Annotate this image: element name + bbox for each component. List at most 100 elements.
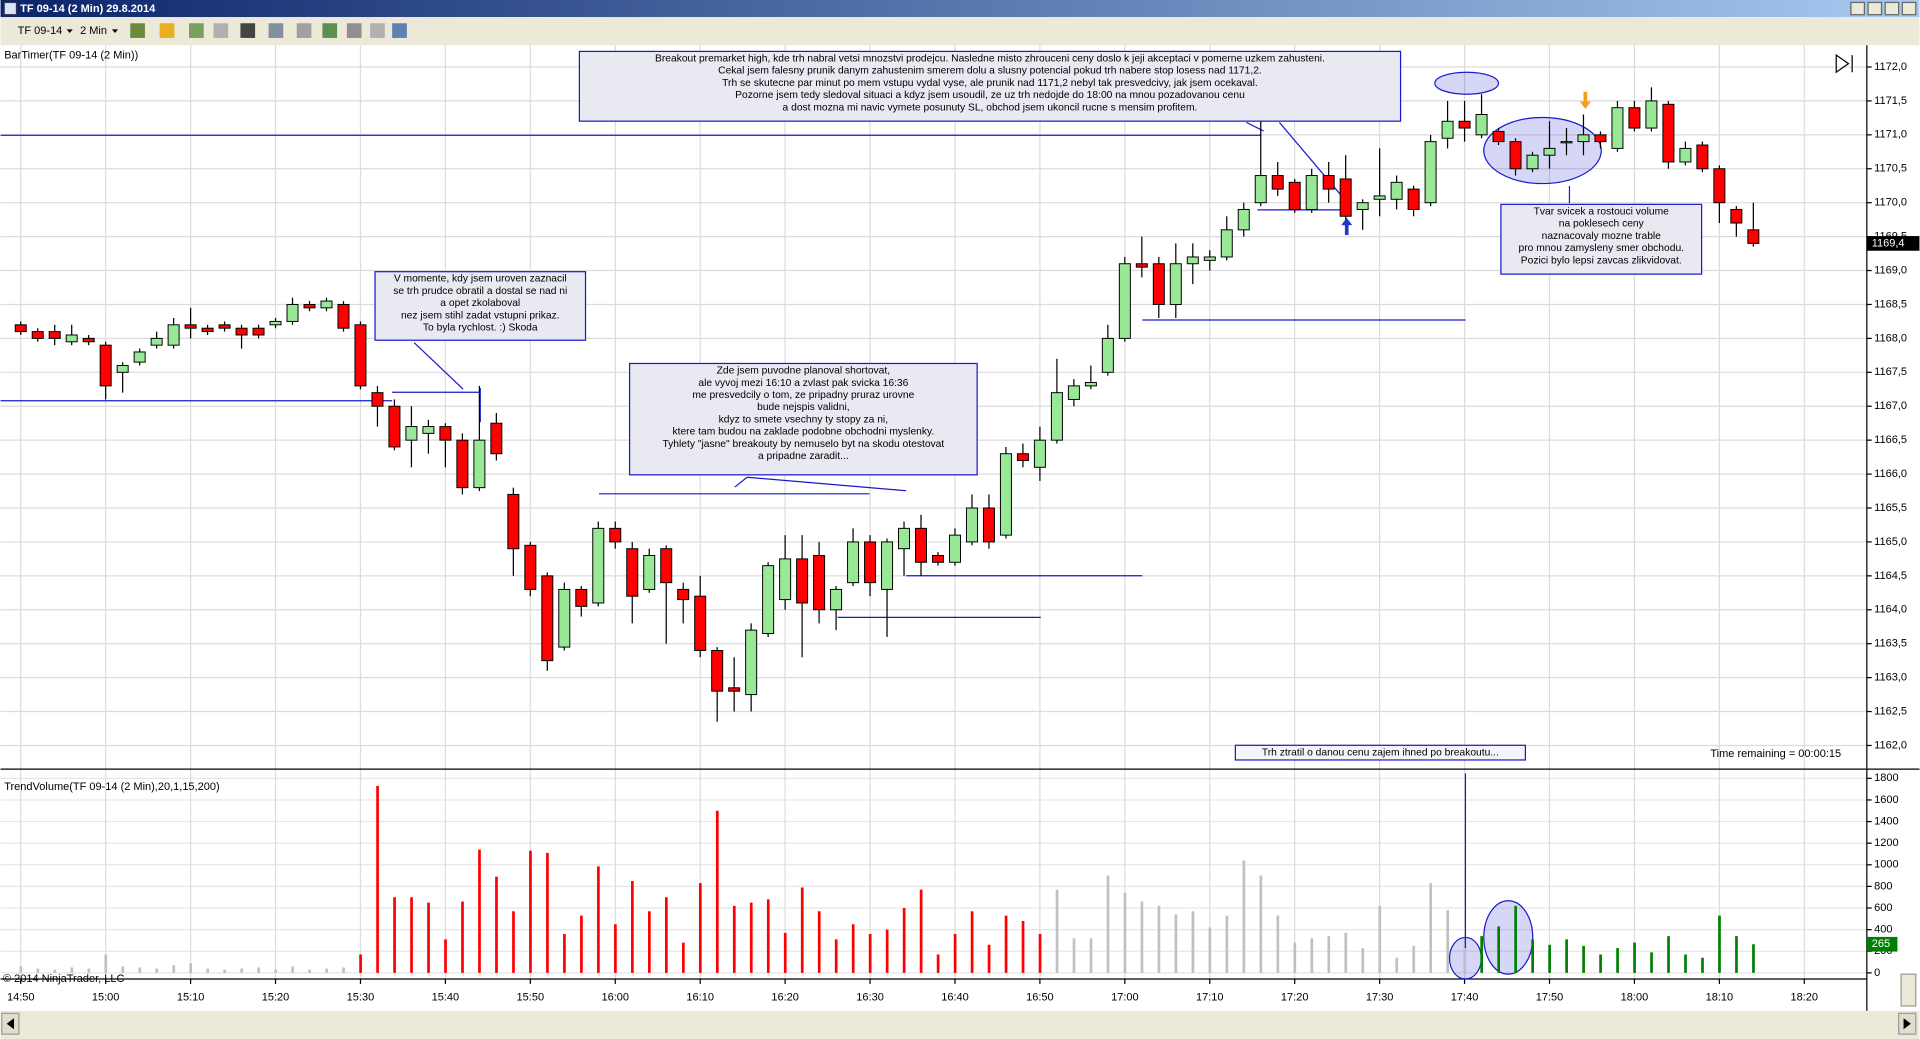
- annotation-text: a pripadne zaradit...: [758, 451, 849, 462]
- volume-bar: [1497, 926, 1501, 973]
- y-tick-label: 1171,5: [1874, 95, 1907, 107]
- volume-bar: [359, 954, 362, 973]
- crosshair-icon[interactable]: [240, 23, 256, 38]
- candle-body: [1441, 120, 1454, 139]
- x-tick-label: 18:20: [1791, 991, 1819, 1003]
- candle-body: [660, 548, 673, 584]
- annotation-box: [1234, 744, 1527, 761]
- volume-bar: [614, 924, 617, 973]
- candle-body: [931, 555, 944, 563]
- candle-body: [1152, 263, 1165, 305]
- annotation-text: bude nejspis validni,: [757, 402, 849, 413]
- data-box-icon[interactable]: [392, 23, 407, 38]
- properties-icon[interactable]: [296, 23, 312, 38]
- volume-bar: [461, 901, 464, 973]
- indicator-label: BarTimer(TF 09-14 (2 Min)): [4, 50, 138, 62]
- candle-body: [1594, 134, 1607, 143]
- volume-bar: [1752, 944, 1755, 973]
- candle-body: [99, 344, 112, 387]
- candle-body: [609, 527, 622, 543]
- x-tick-label: 18:10: [1706, 991, 1734, 1003]
- candle-body: [694, 595, 707, 651]
- volume-bar: [868, 933, 872, 973]
- candle-body: [439, 426, 452, 441]
- volume-bar: [1429, 883, 1433, 973]
- volume-bar: [715, 810, 719, 973]
- strategies-icon[interactable]: [346, 23, 362, 38]
- y-tick-label: 1171,0: [1874, 129, 1907, 141]
- volume-bar: [563, 933, 566, 973]
- candle-body: [303, 303, 316, 309]
- candle-body: [490, 422, 503, 455]
- candle-body: [14, 324, 27, 333]
- x-tick-label: 16:00: [601, 991, 629, 1003]
- restore-button[interactable]: [1867, 1, 1883, 16]
- candle-body: [82, 337, 95, 343]
- copyright: © 2014 NinjaTrader, LLC: [3, 973, 124, 985]
- tool-icon[interactable]: [189, 23, 204, 38]
- volume-bar: [1293, 942, 1297, 973]
- scroll-end-icon[interactable]: [1835, 53, 1853, 74]
- candle-body: [1220, 229, 1233, 258]
- y-tick-label: 1168,0: [1874, 332, 1907, 344]
- y-tick-label: 1163,5: [1874, 638, 1907, 650]
- volume-bar: [291, 966, 294, 973]
- tool-icon[interactable]: [213, 23, 229, 38]
- annotation-text: me presvedcily o tom, ze pripadny pruraz…: [692, 390, 914, 401]
- volume-bar: [1463, 948, 1467, 973]
- instrument-selector[interactable]: TF 09-14: [18, 25, 63, 37]
- close-button[interactable]: [1901, 1, 1917, 16]
- volume-bar: [749, 902, 753, 973]
- bars-icon[interactable]: [130, 23, 145, 38]
- volume-bar: [766, 899, 770, 973]
- indicators-icon[interactable]: [322, 23, 338, 38]
- annotation-box: [578, 50, 1402, 122]
- candle-body: [1628, 107, 1641, 129]
- toolbar-icons[interactable]: [130, 23, 407, 38]
- grid: 1162,0 1162,5 1163,0 1163,5 1164,0 1164,5 1165…: [0, 45, 1907, 1003]
- volume-bar: [1395, 957, 1399, 973]
- y-tick-label: 1167,0: [1874, 400, 1907, 412]
- y-tick-label: 1165,5: [1874, 502, 1907, 514]
- template-icon[interactable]: [370, 23, 385, 38]
- y-tick-label: 1800: [1874, 772, 1898, 784]
- candle-body: [1407, 188, 1420, 210]
- candle-body: [982, 507, 995, 543]
- candle-body: [1169, 263, 1182, 305]
- volume-bar: [987, 944, 991, 973]
- minimize-button[interactable]: [1850, 1, 1865, 16]
- interval-selector[interactable]: 2 Min: [80, 25, 107, 37]
- dropdown-arrow: [66, 29, 73, 34]
- volume-bar: [936, 954, 940, 973]
- resize-handle[interactable]: [1900, 973, 1917, 1007]
- candle-body: [422, 426, 435, 434]
- volume-bar: [308, 969, 311, 973]
- volume-bar: [240, 968, 244, 973]
- window-buttons[interactable]: [1850, 1, 1917, 16]
- volume-bar: [1446, 910, 1450, 973]
- candle-body: [507, 493, 520, 550]
- y-tick-label: 600: [1874, 902, 1892, 914]
- scrollbar[interactable]: [0, 1010, 1920, 1039]
- candle-body: [1509, 141, 1522, 170]
- volume-bar: [1327, 936, 1331, 973]
- last-price-marker: [1866, 236, 1920, 251]
- volume-bar: [19, 966, 23, 973]
- x-tick-label: 15:10: [177, 991, 205, 1003]
- candle-body: [1288, 181, 1301, 210]
- y-tick-label: 1170,0: [1874, 197, 1907, 209]
- candle-body: [847, 541, 860, 584]
- exit-arrow: [1579, 91, 1591, 109]
- candle-body: [1543, 147, 1556, 156]
- candle-body: [269, 320, 282, 326]
- volume-bar: [953, 933, 957, 973]
- maximize-button[interactable]: [1884, 1, 1900, 16]
- candle-body: [1067, 385, 1080, 400]
- zoom-icon[interactable]: [268, 23, 284, 38]
- annotation-text: Cekal jsem falesny prunik danym zahusten…: [718, 66, 1262, 77]
- draw-icon[interactable]: [159, 23, 175, 38]
- candle-body: [965, 507, 978, 543]
- candle-body: [405, 426, 418, 441]
- x-tick-label: 17:00: [1111, 991, 1139, 1003]
- volume-bar: [834, 939, 838, 973]
